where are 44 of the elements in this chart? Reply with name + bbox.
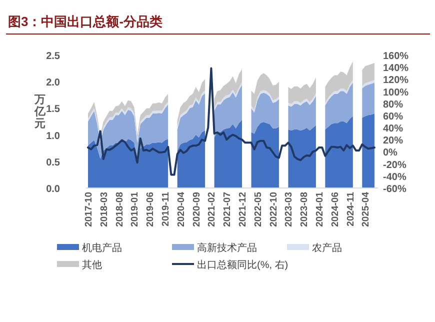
- x-tick-label: 2022-05: [252, 191, 264, 227]
- y2-tick-label: 0%: [383, 148, 398, 159]
- y2-tick-label: 100%: [383, 87, 409, 98]
- y-tick-label: 0.0: [46, 184, 60, 195]
- x-tick-label: 2021-07: [222, 192, 234, 227]
- y-tick-label: 0.5: [46, 157, 60, 168]
- x-tick-label: 2019-11: [160, 191, 172, 226]
- legend-label: 其他: [82, 259, 102, 271]
- x-tick-label: 2017-10: [84, 192, 94, 227]
- x-tick-label: 2019-06: [145, 192, 156, 227]
- y2-tick-label: -20%: [383, 160, 406, 171]
- legend-label: 农产品: [312, 242, 342, 254]
- x-tick-label: 2025-04: [360, 191, 372, 227]
- y-tick-label: 2.5: [46, 51, 60, 62]
- title: 图3：中国出口总额-分品类: [8, 14, 163, 29]
- x-tick-label: 2022-10: [268, 192, 280, 227]
- legend-label: 高新技术产品: [197, 242, 257, 254]
- y2-tick-label: 160%: [383, 51, 409, 62]
- x-tick-label: 2021-02: [206, 192, 218, 227]
- y-tick-label: 2.0: [46, 78, 60, 89]
- y2-tick-label: 60%: [383, 111, 404, 122]
- y2-tick-label: 20%: [383, 136, 404, 147]
- ylabel: 万亿元: [34, 94, 46, 130]
- x-tick-label: 2020-04: [176, 191, 187, 227]
- y2-tick-label: -60%: [383, 184, 406, 195]
- x-tick-label: 2024-11: [345, 191, 356, 226]
- x-tick-label: 2019-01: [130, 191, 141, 227]
- x-tick-label: 2023-03: [284, 192, 295, 227]
- x-tick-label: 2024-06: [330, 192, 341, 227]
- legend-label: 机电产品: [82, 242, 122, 254]
- y-tick-label: 1.5: [46, 104, 60, 116]
- y2-tick-label: 80%: [383, 99, 404, 110]
- x-tick-label: 2021-12: [238, 192, 249, 227]
- x-tick-label: 2018-03: [98, 192, 110, 227]
- x-tick-label: 2023-08: [299, 192, 310, 227]
- y2-tick-label: 140%: [383, 63, 409, 74]
- x-tick-label: 2024-01: [314, 191, 326, 227]
- y2-tick-label: -40%: [383, 172, 406, 183]
- y2-tick-label: 40%: [383, 124, 404, 135]
- y2-tick-label: 120%: [383, 75, 409, 86]
- x-tick-label: 2020-09: [191, 192, 202, 227]
- x-tick-label: 2018-08: [114, 192, 126, 227]
- y-tick-label: 1.0: [46, 130, 60, 142]
- legend-label: 出口总额同比(%, 右): [197, 259, 288, 271]
